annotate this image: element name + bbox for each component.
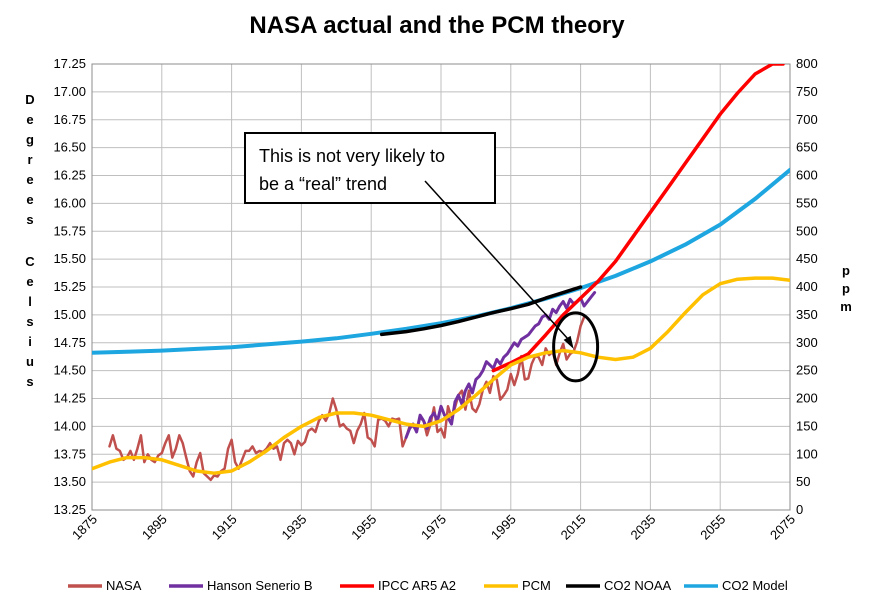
legend-label-co2-noaa: CO2 NOAA — [604, 578, 672, 593]
legend-label-co2-model: CO2 Model — [722, 578, 788, 593]
left-tick-label: 13.25 — [53, 502, 86, 517]
right-tick-label: 200 — [796, 391, 818, 406]
left-axis-label-letter: D — [25, 92, 34, 107]
callout-text-line: This is not very likely to — [259, 146, 445, 166]
right-axis-label-letter: p — [842, 281, 850, 296]
left-tick-label: 17.00 — [53, 84, 86, 99]
x-tick-label: 1995 — [488, 512, 519, 543]
left-axis-label-letter: s — [26, 314, 33, 329]
left-tick-label: 16.00 — [53, 195, 86, 210]
left-tick-label: 13.75 — [53, 446, 86, 461]
left-axis-label-letter: e — [26, 112, 33, 127]
callout-arrowhead — [563, 335, 574, 349]
left-tick-label: 15.75 — [53, 223, 86, 238]
right-tick-label: 500 — [796, 223, 818, 238]
left-axis-label-letter: i — [28, 334, 32, 349]
ipcc-ar5-a2-series-line — [491, 64, 785, 373]
left-tick-label: 15.00 — [53, 307, 86, 322]
left-tick-label: 13.50 — [53, 474, 86, 489]
highlight-ellipse — [552, 311, 600, 383]
right-tick-label: 550 — [796, 195, 818, 210]
co2-noaa-series-line — [379, 285, 583, 337]
x-tick-label: 1935 — [278, 512, 309, 543]
co2-model-series-line — [92, 167, 790, 355]
left-axis-label-letter: g — [26, 132, 34, 147]
legend-label-nasa: NASA — [106, 578, 142, 593]
right-axis-label-letter: m — [840, 299, 852, 314]
right-axis-label-letter: p — [842, 263, 850, 278]
legend: NASA Hanson Senerio B IPCC AR5 A2 PCM CO2 NO… — [68, 578, 788, 593]
pcm-series-line — [92, 276, 790, 475]
right-tick-label: 100 — [796, 446, 818, 461]
x-tick-label: 1915 — [209, 512, 240, 543]
left-axis-ticks: 13.25 13.50 13.75 14.00 14.25 14.50 14.75 15.00… — [53, 56, 86, 517]
left-axis-label-letter: e — [26, 172, 33, 187]
legend-label-hanson-senerio-b: Hanson Senerio B — [207, 578, 313, 593]
left-axis-label-letter: u — [26, 354, 34, 369]
left-axis-label-letter: r — [27, 152, 32, 167]
right-tick-label: 300 — [796, 335, 818, 350]
right-tick-label: 350 — [796, 307, 818, 322]
left-tick-label: 16.50 — [53, 140, 86, 155]
left-tick-label: 14.25 — [53, 391, 86, 406]
x-tick-label: 2015 — [558, 512, 589, 543]
left-tick-label: 16.75 — [53, 112, 86, 127]
right-tick-label: 750 — [796, 84, 818, 99]
left-tick-label: 17.25 — [53, 56, 86, 71]
left-tick-label: 16.25 — [53, 168, 86, 183]
left-axis-label-letter: s — [26, 374, 33, 389]
left-axis-label-letter: e — [26, 192, 33, 207]
right-axis-label: ppm — [840, 263, 852, 314]
left-tick-label: 14.00 — [53, 418, 86, 433]
callout-arrow-line — [424, 180, 572, 343]
right-tick-label: 450 — [796, 251, 818, 266]
x-tick-label: 2055 — [697, 512, 728, 543]
x-tick-label: 1895 — [139, 512, 170, 543]
right-tick-label: 800 — [796, 56, 818, 71]
annotation: This is not very likely to be a “real” tr… — [244, 132, 600, 383]
right-tick-label: 650 — [796, 140, 818, 155]
callout-text-line: be a “real” trend — [259, 174, 387, 194]
callout-box — [244, 132, 496, 204]
series-lines — [92, 64, 790, 482]
right-tick-label: 700 — [796, 112, 818, 127]
chart-title: NASA actual and the PCM theory — [249, 12, 625, 39]
left-axis-label-letter: C — [25, 254, 35, 269]
right-axis-ticks: 0 50 100 150 200 250 300 350 400 450 500 550 600 650 7… — [796, 56, 818, 517]
x-tick-label: 2035 — [627, 512, 658, 543]
legend-label-pcm: PCM — [522, 578, 551, 593]
left-tick-label: 14.75 — [53, 335, 86, 350]
left-tick-label: 15.50 — [53, 251, 86, 266]
x-axis-ticks: 1875 1895 1915 1935 1955 1975 1995 2015 2035 2055… — [69, 512, 798, 543]
left-tick-label: 14.50 — [53, 363, 86, 378]
left-tick-label: 15.25 — [53, 279, 86, 294]
grid — [91, 63, 791, 511]
right-tick-label: 0 — [796, 502, 803, 517]
right-tick-label: 150 — [796, 418, 818, 433]
left-axis-label-letter: e — [26, 274, 33, 289]
left-axis-label-letter: s — [26, 212, 33, 227]
right-tick-label: 50 — [796, 474, 810, 489]
x-tick-label: 2075 — [767, 512, 798, 543]
right-tick-label: 600 — [796, 168, 818, 183]
left-axis-label-letter: l — [28, 294, 32, 309]
right-tick-label: 250 — [796, 363, 818, 378]
x-tick-label: 1955 — [348, 512, 379, 543]
plot-area-border — [91, 63, 791, 511]
legend-label-ipcc-ar5-a2: IPCC AR5 A2 — [378, 578, 456, 593]
right-tick-label: 400 — [796, 279, 818, 294]
x-tick-label: 1975 — [418, 512, 449, 543]
